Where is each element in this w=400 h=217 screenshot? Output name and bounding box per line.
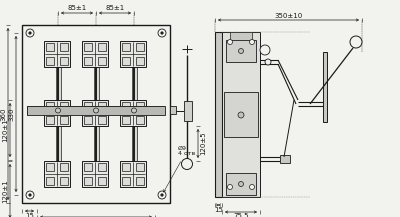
Circle shape [94, 108, 98, 113]
Bar [22, 25, 170, 203]
Bar [84, 163, 92, 171]
Bar [136, 163, 144, 171]
Bar [215, 32, 222, 197]
Bar [94, 41, 98, 187]
Bar [98, 116, 106, 124]
Bar [60, 163, 68, 171]
Bar [120, 100, 146, 126]
Bar [46, 43, 54, 51]
Text: 350±10: 350±10 [274, 13, 303, 18]
Bar [82, 100, 108, 126]
Bar [84, 116, 92, 124]
Bar [44, 100, 70, 126]
Bar [98, 102, 106, 110]
Circle shape [250, 184, 254, 189]
Bar [60, 177, 68, 185]
Circle shape [161, 32, 163, 34]
Text: 15: 15 [25, 212, 34, 217]
Bar [136, 177, 144, 185]
Text: 330: 330 [8, 107, 14, 121]
Bar [122, 177, 130, 185]
Text: 85±1: 85±1 [105, 5, 125, 12]
Bar [27, 106, 165, 115]
Circle shape [350, 36, 362, 48]
Circle shape [182, 158, 192, 169]
Text: 360: 360 [0, 107, 6, 121]
Bar [98, 43, 106, 51]
Bar [184, 101, 192, 121]
Circle shape [29, 194, 31, 196]
Circle shape [265, 59, 271, 65]
Bar [46, 163, 54, 171]
Bar [226, 173, 256, 195]
Bar [222, 32, 260, 197]
Circle shape [238, 112, 244, 118]
Bar [82, 161, 108, 187]
Bar [82, 41, 108, 67]
Text: 85±1: 85±1 [67, 5, 87, 12]
Bar [60, 102, 68, 110]
Bar [323, 52, 327, 122]
Circle shape [26, 29, 34, 37]
Bar [60, 116, 68, 124]
Circle shape [158, 191, 166, 199]
Bar [120, 161, 146, 187]
Bar [122, 163, 130, 171]
Circle shape [56, 108, 60, 113]
Bar [60, 43, 68, 51]
Bar [280, 155, 290, 163]
Bar [46, 102, 54, 110]
Text: 15: 15 [214, 207, 223, 212]
Bar [46, 116, 54, 124]
Bar [84, 43, 92, 51]
Bar [60, 57, 68, 65]
Text: 120±1: 120±1 [2, 179, 8, 203]
Text: 75.5: 75.5 [233, 214, 249, 217]
Circle shape [29, 32, 31, 34]
Bar [136, 43, 144, 51]
Bar [122, 116, 130, 124]
Circle shape [238, 49, 244, 54]
Text: 120±5: 120±5 [200, 132, 206, 155]
Circle shape [158, 29, 166, 37]
Bar [122, 57, 130, 65]
Bar [122, 43, 130, 51]
Bar [226, 40, 256, 62]
Bar [44, 41, 70, 67]
Bar [136, 102, 144, 110]
Bar [120, 41, 146, 67]
Circle shape [228, 184, 232, 189]
Text: Ø9
4 отв: Ø9 4 отв [164, 146, 195, 192]
Circle shape [161, 194, 163, 196]
Bar [230, 32, 252, 40]
Text: 120±1: 120±1 [2, 118, 8, 142]
Bar [224, 92, 258, 137]
Circle shape [132, 108, 136, 113]
Circle shape [250, 39, 254, 44]
Bar [136, 57, 144, 65]
Bar [44, 161, 70, 187]
Bar [46, 57, 54, 65]
Bar [122, 102, 130, 110]
Bar [56, 41, 60, 187]
Circle shape [260, 45, 270, 55]
Bar [98, 163, 106, 171]
Bar [132, 41, 136, 187]
Bar [84, 57, 92, 65]
Bar [98, 177, 106, 185]
Bar [84, 177, 92, 185]
Bar [84, 102, 92, 110]
Circle shape [238, 181, 244, 186]
Circle shape [26, 191, 34, 199]
Circle shape [228, 39, 232, 44]
Bar [170, 106, 176, 114]
Bar [136, 116, 144, 124]
Bar [46, 177, 54, 185]
Bar [98, 57, 106, 65]
